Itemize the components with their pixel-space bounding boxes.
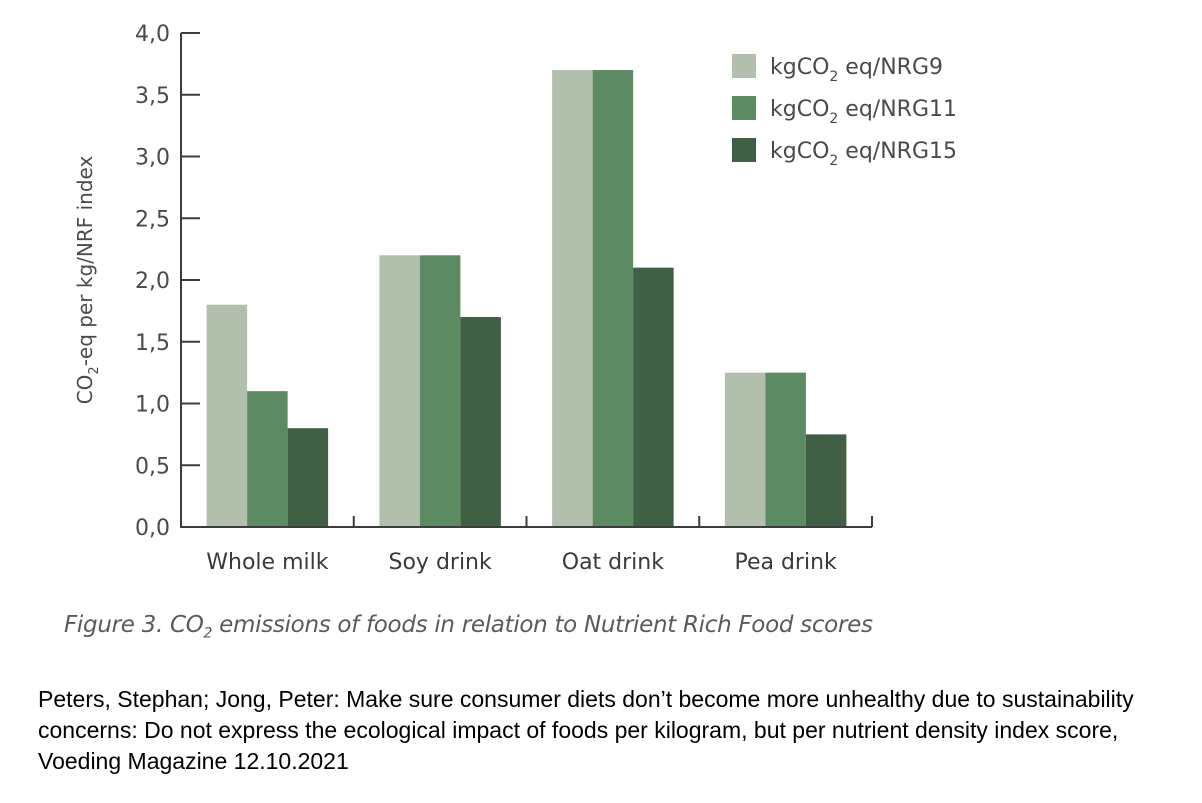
bar xyxy=(552,70,593,528)
category-label: Oat drink xyxy=(562,550,664,575)
bar xyxy=(287,428,329,527)
y-ticks-group: 0,0 0,5 1,0 1,5 2,0 2,5 3,0 3,5 4,0 xyxy=(135,22,200,541)
y-tick-label: 4,0 xyxy=(135,22,170,47)
category-labels-group: Whole milk Soy drink Oat drink Pea drink xyxy=(206,550,837,575)
y-tick-label: 2,5 xyxy=(135,207,170,232)
category-label: Whole milk xyxy=(206,550,328,575)
legend-label: kgCO2 eq/NRG9 xyxy=(770,55,943,85)
legend-swatch xyxy=(732,138,756,162)
y-tick-label: 1,0 xyxy=(135,393,170,418)
y-tick-label: 3,5 xyxy=(135,84,170,109)
bar xyxy=(765,372,806,527)
legend-swatch xyxy=(732,96,756,120)
bar xyxy=(633,267,674,527)
bar xyxy=(724,372,766,527)
bar xyxy=(592,70,634,528)
y-axis-label: CO2-eq per kg/NRF index xyxy=(73,156,102,405)
citation-text: Peters, Stephan; Jong, Peter: Make sure … xyxy=(38,686,1134,774)
y-tick-label: 2,0 xyxy=(135,269,170,294)
y-tick-label: 0,5 xyxy=(135,454,170,479)
legend: kgCO2 eq/NRG9 kgCO2 eq/NRG11 kgCO2 eq/NRG1… xyxy=(732,54,957,169)
legend-label: kgCO2 eq/NRG15 xyxy=(770,139,957,169)
category-label: Pea drink xyxy=(734,550,837,575)
y-tick-label: 3,0 xyxy=(135,146,170,171)
y-tick-label: 1,5 xyxy=(135,331,170,356)
bar xyxy=(379,255,420,528)
bar xyxy=(206,304,248,527)
bar xyxy=(419,255,461,528)
bars-group xyxy=(206,70,847,528)
legend-label: kgCO2 eq/NRG11 xyxy=(770,97,957,127)
legend-swatch xyxy=(732,54,756,78)
category-label: Soy drink xyxy=(389,550,493,575)
y-tick-label: 0,0 xyxy=(135,516,170,541)
bar xyxy=(805,434,847,527)
bar xyxy=(247,391,288,527)
figure-caption: Figure 3. CO2 emissions of foods in rela… xyxy=(64,612,873,642)
bar-chart: 0,0 0,5 1,0 1,5 2,0 2,5 3,0 3,5 4,0 Whole milk So… xyxy=(73,22,957,575)
x-ticks-group xyxy=(352,516,873,527)
bar xyxy=(460,317,501,527)
